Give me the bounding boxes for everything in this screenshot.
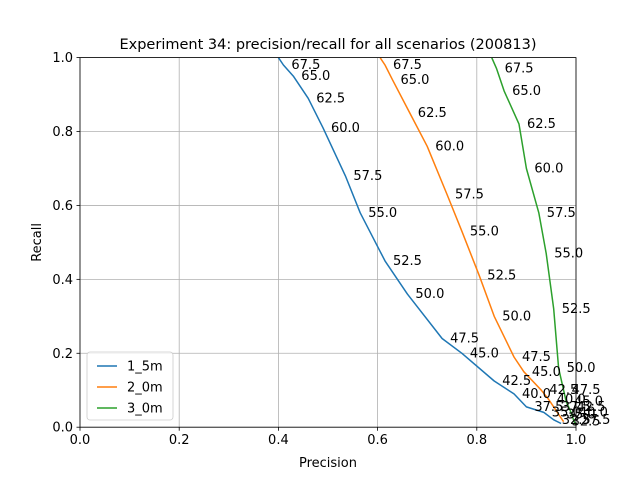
point-label: 40.0 bbox=[579, 405, 608, 420]
point-label: 42.5 bbox=[577, 400, 606, 415]
series-line-2_0m bbox=[379, 57, 565, 423]
point-label: 47.5 bbox=[572, 383, 601, 398]
point-label: 52.5 bbox=[393, 254, 422, 269]
point-label: 55.0 bbox=[470, 224, 499, 239]
x-tick-label: 0.0 bbox=[70, 433, 91, 448]
x-tick-label: 0.4 bbox=[268, 433, 289, 448]
x-tick-label: 0.6 bbox=[367, 433, 388, 448]
point-label: 35.0 bbox=[552, 405, 581, 420]
point-label: 35.0 bbox=[567, 407, 596, 422]
point-label: 47.5 bbox=[522, 350, 551, 365]
point-label: 47.5 bbox=[450, 332, 479, 347]
series-line-3_0m bbox=[491, 57, 577, 426]
point-label: 50.0 bbox=[567, 361, 596, 376]
point-label: 67.5 bbox=[393, 58, 422, 73]
point-label: 65.0 bbox=[512, 84, 541, 99]
point-label: 55.0 bbox=[554, 247, 583, 262]
series-line-1_5m bbox=[277, 57, 562, 425]
point-label: 65.0 bbox=[301, 69, 330, 84]
y-axis-title: Recall bbox=[30, 223, 45, 262]
point-label: 62.5 bbox=[418, 106, 447, 121]
point-label: 42.5 bbox=[549, 383, 578, 398]
point-label: 57.5 bbox=[547, 206, 576, 221]
point-label: 67.5 bbox=[291, 58, 320, 73]
point-label: 40.0 bbox=[522, 387, 551, 402]
axis-ticks: 0.0 0.2 0.4 0.6 0.8 1.0 0.0 0.2 0.4 0.6 0.8 1.0 bbox=[52, 51, 586, 448]
x-tick-label: 0.8 bbox=[466, 433, 487, 448]
y-tick-label: 1.0 bbox=[52, 51, 73, 66]
point-label: 32.5 bbox=[572, 415, 601, 430]
series-lines bbox=[277, 57, 577, 426]
point-label: 62.5 bbox=[316, 91, 345, 106]
y-tick-label: 0.4 bbox=[52, 273, 73, 288]
legend-box bbox=[86, 351, 174, 421]
point-label: 40.0 bbox=[557, 393, 586, 408]
legend-label-1_5m: 1_5m bbox=[127, 360, 163, 375]
point-labels: 67.565.062.560.057.555.052.550.047.545.0… bbox=[291, 58, 610, 430]
point-label: 45.0 bbox=[470, 346, 499, 361]
point-label: 60.0 bbox=[435, 139, 464, 154]
point-label: 37.5 bbox=[582, 413, 611, 428]
legend-label-2_0m: 2_0m bbox=[127, 381, 163, 396]
point-label: 42.5 bbox=[502, 374, 531, 389]
x-axis-title: Precision bbox=[299, 456, 357, 471]
point-label: 57.5 bbox=[455, 187, 484, 202]
point-label: 65.0 bbox=[401, 73, 430, 88]
point-label: 50.0 bbox=[502, 309, 531, 324]
point-label: 37.5 bbox=[534, 400, 563, 415]
chart-title: Experiment 34: precision/recall for all … bbox=[119, 37, 536, 53]
point-label: 67.5 bbox=[505, 62, 534, 77]
y-tick-label: 0.2 bbox=[52, 347, 73, 362]
legend-label-3_0m: 3_0m bbox=[127, 402, 163, 417]
point-label: 60.0 bbox=[534, 162, 563, 177]
y-tick-label: 0.0 bbox=[52, 421, 73, 436]
x-tick-label: 1.0 bbox=[566, 433, 587, 448]
point-label: 62.5 bbox=[527, 117, 556, 132]
y-tick-label: 0.6 bbox=[52, 199, 73, 214]
point-label: 50.0 bbox=[415, 287, 444, 302]
point-label: 45.0 bbox=[532, 365, 561, 380]
point-label: 57.5 bbox=[353, 169, 382, 184]
point-label: 45.0 bbox=[574, 394, 603, 409]
point-label: 60.0 bbox=[331, 121, 360, 136]
legend: 1_5m 2_0m 3_0m bbox=[86, 351, 174, 421]
point-label: 55.0 bbox=[368, 206, 397, 221]
x-tick-label: 0.2 bbox=[169, 433, 190, 448]
point-label: 52.5 bbox=[487, 269, 516, 284]
plot-frame bbox=[79, 57, 577, 428]
y-tick-label: 0.8 bbox=[52, 125, 73, 140]
